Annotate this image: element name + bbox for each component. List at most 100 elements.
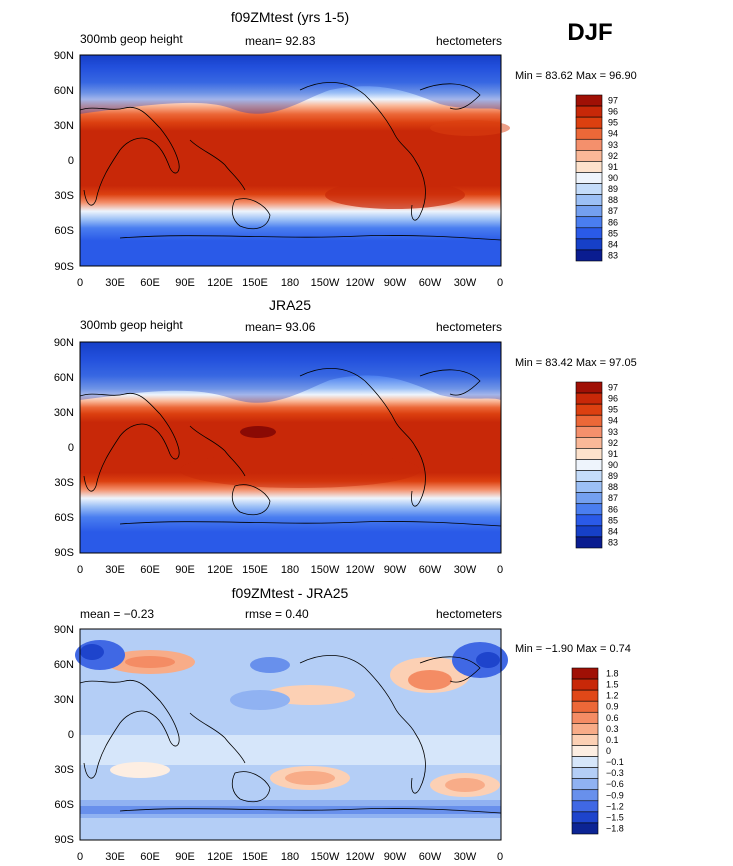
lon-tick-label: 120E [207, 277, 233, 289]
colorbar-swatch [575, 514, 603, 527]
lat-tick-label: 0 [68, 442, 74, 454]
colorbar-swatch [575, 194, 603, 206]
colorbar-label: 95 [608, 405, 618, 415]
colorbar-swatch [571, 767, 599, 779]
colorbar-label: 89 [608, 184, 618, 194]
lon-tick-label: 90E [175, 277, 195, 289]
panel-stats: Min = 83.62 Max = 96.90 [515, 70, 637, 82]
colorbar-swatch [575, 459, 603, 471]
colorbar-label: 83 [608, 537, 618, 547]
lat-tick-label: 60N [54, 372, 74, 384]
season-label: DJF [567, 19, 612, 46]
lon-axis: 0 30E 60E 90E 120E 150E 180 150W 120W 90… [77, 851, 503, 863]
lon-tick-label: 60E [140, 277, 160, 289]
lat-tick-label: 0 [68, 729, 74, 741]
colorbar-label: 1.8 [606, 669, 619, 679]
colorbar-swatch [575, 492, 603, 505]
panel-center-label: mean= 92.83 [245, 34, 316, 48]
lon-tick-label: 30E [105, 564, 125, 576]
colorbar-swatch [575, 116, 603, 129]
lon-tick-label: 90W [384, 564, 407, 576]
lon-tick-label: 120W [346, 851, 375, 863]
colorbar-swatch [575, 448, 603, 460]
panel-right-label: hectometers [436, 320, 502, 334]
lon-tick-label: 0 [77, 277, 83, 289]
panel-right-label: hectometers [436, 34, 502, 48]
colorbar-label: 96 [608, 107, 618, 117]
colorbar-label: 94 [608, 129, 618, 139]
colorbar-label: 89 [608, 471, 618, 481]
lat-tick-label: 30S [54, 190, 74, 202]
colorbar-label: −0.3 [606, 768, 624, 778]
colorbar-label: 86 [608, 504, 618, 514]
colorbar-label: 92 [608, 151, 618, 161]
panel-left-label: 300mb geop height [80, 32, 183, 46]
colorbar-swatch [575, 392, 603, 405]
colorbar-label: 96 [608, 394, 618, 404]
coastlines [79, 367, 502, 527]
panel-title: JRA25 [269, 297, 311, 313]
panel-left-label: mean = −0.23 [80, 607, 154, 621]
map-field [80, 342, 501, 553]
colorbar-label: −1.5 [606, 812, 624, 822]
lon-tick-label: 0 [77, 564, 83, 576]
colorbar-label: 97 [608, 383, 618, 393]
panel-left-label: 300mb geop height [80, 318, 183, 332]
colorbar-swatch [575, 183, 603, 195]
lat-tick-label: 90S [54, 834, 74, 846]
lon-tick-label: 120E [207, 851, 233, 863]
colorbar-swatch [575, 414, 603, 427]
lon-tick-label: 150W [311, 564, 340, 576]
colorbar-swatch [571, 745, 599, 757]
lat-tick-label: 60N [54, 85, 74, 97]
colorbar-label: 0.3 [606, 724, 619, 734]
lon-tick-label: 180 [281, 851, 299, 863]
lat-tick-label: 0 [68, 155, 74, 167]
colorbar-label: 0 [606, 746, 611, 756]
lat-tick-label: 60S [54, 799, 74, 811]
colorbar-swatch [575, 470, 603, 482]
lon-tick-label: 30W [454, 277, 477, 289]
colorbar-swatch [575, 238, 603, 251]
lon-tick-label: 180 [281, 564, 299, 576]
colorbar: 1.81.51.20.90.60.30.10−0.1−0.3−0.6−0.9−1… [571, 667, 624, 835]
colorbar-swatch [571, 800, 599, 813]
panel-title: f09ZMtest (yrs 1-5) [231, 9, 349, 25]
colorbar-label: 90 [608, 173, 618, 183]
colorbar-label: 0.9 [606, 702, 619, 712]
colorbar-swatch [575, 205, 603, 218]
lon-tick-label: 30W [454, 564, 477, 576]
colorbar-label: 93 [608, 140, 618, 150]
lat-tick-label: 30S [54, 764, 74, 776]
colorbar-swatch [571, 711, 599, 724]
lat-axis: 90N 60N 30N 0 30S 60S 90S [54, 624, 74, 846]
colorbar-swatch [571, 667, 599, 680]
lat-tick-label: 30N [54, 407, 74, 419]
lon-tick-label: 30E [105, 277, 125, 289]
colorbar-swatch [571, 822, 599, 835]
colorbar-swatch [571, 756, 599, 768]
colorbar-swatch [571, 700, 599, 713]
colorbar-label: 84 [608, 526, 618, 536]
colorbar-swatch [575, 227, 603, 240]
lon-tick-label: 90E [175, 564, 195, 576]
coastlines [79, 81, 502, 241]
lon-tick-label: 90E [175, 851, 195, 863]
colorbar-swatch [575, 150, 603, 162]
lat-tick-label: 90S [54, 547, 74, 559]
colorbar-swatch [575, 138, 603, 151]
colorbar-swatch [571, 789, 599, 802]
panel-center-label: mean= 93.06 [245, 320, 316, 334]
colorbar-swatch [571, 778, 599, 791]
panel-1: f09ZMtest (yrs 1-5) 300mb geop height me… [54, 9, 637, 289]
map-field [75, 629, 508, 840]
colorbar-label: 0.6 [606, 713, 619, 723]
lon-tick-label: 120W [346, 564, 375, 576]
colorbar-swatch [575, 161, 603, 173]
colorbar-label: 86 [608, 217, 618, 227]
colorbar-label: 83 [608, 250, 618, 260]
colorbar-label: 93 [608, 427, 618, 437]
colorbar-swatch [575, 503, 603, 516]
lon-tick-label: 60W [419, 851, 442, 863]
